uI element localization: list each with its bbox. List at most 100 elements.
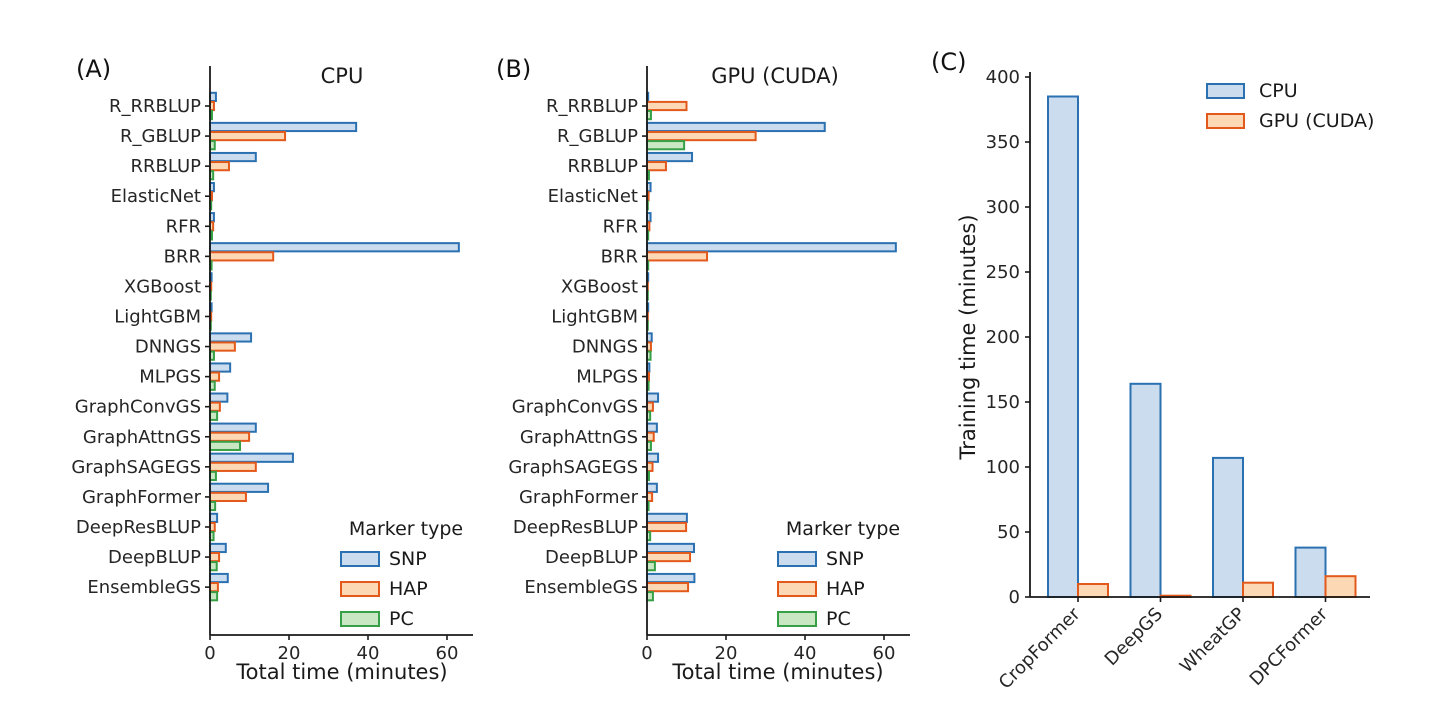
category-label: RRBLUP [567,156,638,177]
bar-cpu [1047,95,1079,598]
x-tick-label: 20 [715,643,738,664]
legend-device-c: CPU GPU (CUDA) [1206,80,1374,132]
panel-b-xaxis-label: Total time (minutes) [672,660,884,684]
bar-gpucuda [1077,583,1109,598]
bar-hap [646,521,688,533]
x-tick-label: 40 [357,643,380,664]
bar-snp [209,121,358,133]
y-tick-label: 400 [986,67,1020,88]
bar-pc [209,591,219,602]
bar-snp [209,542,227,554]
bar-hap [646,130,757,142]
legend-row-snp: SNP [340,548,472,570]
bar-hap [209,341,236,352]
category-label: DeepResBLUP [76,517,201,538]
category-label: XGBoost [561,276,638,297]
bar-snp [646,151,694,163]
bar-snp [209,422,257,433]
legend-row-pc: PC [777,608,909,630]
category-label: GraphSAGEGS [71,457,201,478]
legend-label-pc: PC [826,608,851,630]
bar-hap [209,551,221,563]
bar-snp [646,482,658,493]
category-label: GraphFormer [82,487,202,508]
category-label: RRBLUP [130,156,201,177]
legend-label-snp: SNP [826,548,864,570]
bar-hap [646,100,688,112]
bar-hap [646,251,709,262]
x-tick-label: 60 [873,643,896,664]
pc-swatch [340,611,380,627]
category-label: XGBoost [124,276,201,297]
x-tick-label: 40 [794,643,817,664]
legend-label-cpu: CPU [1259,80,1298,102]
bar-cpu [1129,382,1162,598]
legend-title: Marker type [785,518,901,540]
category-label: CropFormer [995,603,1085,693]
legend-label-gpu: GPU (CUDA) [1259,110,1375,132]
bar-hap [209,582,219,593]
panel-b-title: GPU (CUDA) [711,64,839,88]
y-tick-label: 150 [986,392,1020,413]
bar-cpu [1294,546,1327,598]
bar-hap [646,551,692,563]
panel-a-xaxis-label: Total time (minutes) [236,660,448,684]
snp-swatch [340,551,380,567]
y-tick-label: 250 [986,262,1020,283]
bar-snp [646,422,658,433]
legend-label-hap: HAP [389,578,428,600]
category-label: DNNGS [572,337,638,358]
panel-a-title: CPU [320,64,364,88]
category-label: LightGBM [551,306,638,327]
gpu-swatch [1206,113,1245,129]
bar-snp [209,242,460,253]
category-label: MLPGS [576,367,638,388]
category-label: RFR [166,216,201,237]
bar-snp [646,512,688,523]
bar-snp [646,542,696,554]
category-label: RFR [603,216,638,237]
bar-gpucuda [1242,581,1274,599]
category-label: R_GBLUP [557,126,638,147]
bar-pc [646,561,656,572]
category-label: BRR [164,246,201,267]
category-label: LightGBM [114,306,201,327]
panel-letter-b: (B) [496,55,532,83]
bar-snp [209,362,232,373]
bar-hap [646,582,690,593]
x-tick-label: 0 [641,643,652,664]
y-tick-label: 300 [986,197,1020,218]
category-label: DNNGS [135,337,201,358]
bar-snp [209,572,229,584]
bar-snp [209,482,270,493]
y-tick-label: 100 [986,457,1020,478]
bar-pc [646,140,686,151]
x-tick-label: 60 [436,643,459,664]
bar-pc [209,561,218,572]
category-label: GraphSAGEGS [508,457,638,478]
bar-hap [646,431,655,442]
bar-gpucuda [1324,575,1357,599]
panel-c-yaxis-label: Training time (minutes) [956,214,980,460]
category-label: ElasticNet [111,186,201,207]
y-tick-label: 350 [986,132,1020,153]
category-label: R_RRBLUP [546,96,638,117]
panel-letter-c: (C) [931,48,967,76]
bar-hap [209,251,275,262]
legend-row-hap: HAP [777,578,909,600]
cpu-swatch [1206,83,1245,99]
y-tick-label: 50 [997,522,1020,543]
bar-snp [646,242,897,253]
legend-row-snp: SNP [777,548,909,570]
category-label: R_GBLUP [120,126,201,147]
bar-cpu [1212,456,1244,598]
category-label: DeepBLUP [108,547,201,568]
bar-hap [646,161,667,172]
bar-pc [209,440,242,451]
legend-marker-type-a: Marker type SNP HAP PC [340,518,472,630]
bar-hap [209,431,251,442]
category-label: DeepBLUP [545,547,638,568]
y-tick-label: 200 [986,327,1020,348]
